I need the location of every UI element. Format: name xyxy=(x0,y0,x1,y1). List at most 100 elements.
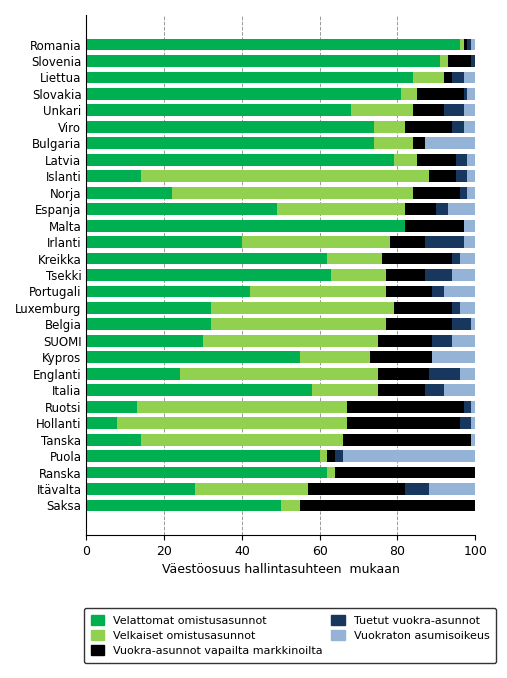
Bar xyxy=(463,39,467,50)
Bar xyxy=(467,39,472,50)
Bar xyxy=(448,55,472,67)
Bar xyxy=(86,236,242,248)
Bar xyxy=(312,384,378,396)
Bar xyxy=(86,72,413,83)
Bar xyxy=(401,88,417,100)
Bar xyxy=(405,121,452,133)
Bar xyxy=(463,72,475,83)
Bar xyxy=(425,236,463,248)
Bar xyxy=(428,170,456,182)
Bar xyxy=(378,384,425,396)
Bar xyxy=(374,138,413,149)
Bar xyxy=(413,186,460,199)
Bar xyxy=(444,285,475,298)
Bar xyxy=(86,351,300,363)
Bar xyxy=(452,72,463,83)
Bar xyxy=(472,401,475,413)
Bar xyxy=(432,285,444,298)
Bar xyxy=(472,319,475,330)
Bar xyxy=(472,434,475,445)
Bar xyxy=(452,319,472,330)
X-axis label: Väestöosuus hallintasuhteen  mukaan: Väestöosuus hallintasuhteen mukaan xyxy=(162,563,400,576)
Bar xyxy=(425,384,444,396)
Bar xyxy=(428,368,460,380)
Bar xyxy=(444,72,452,83)
Bar xyxy=(467,186,475,199)
Bar xyxy=(382,253,452,264)
Bar xyxy=(86,483,195,495)
Bar xyxy=(460,39,463,50)
Bar xyxy=(393,302,452,314)
Bar xyxy=(300,351,370,363)
Bar xyxy=(463,236,475,248)
Bar xyxy=(300,500,475,511)
Bar xyxy=(281,500,300,511)
Bar xyxy=(179,368,378,380)
Bar xyxy=(463,220,475,232)
Bar xyxy=(137,401,347,413)
Bar xyxy=(417,88,463,100)
Bar xyxy=(428,483,475,495)
Bar xyxy=(86,302,211,314)
Bar xyxy=(425,138,475,149)
Bar xyxy=(347,417,460,429)
Bar xyxy=(413,104,444,117)
Bar xyxy=(378,335,432,346)
Bar xyxy=(452,335,475,346)
Bar xyxy=(172,186,413,199)
Bar xyxy=(328,466,335,479)
Bar xyxy=(467,88,475,100)
Bar xyxy=(86,466,328,479)
Bar xyxy=(343,450,475,462)
Bar xyxy=(463,104,475,117)
Bar xyxy=(86,253,328,264)
Bar xyxy=(331,269,386,281)
Bar xyxy=(328,253,382,264)
Bar xyxy=(460,253,475,264)
Bar xyxy=(195,483,308,495)
Bar xyxy=(86,269,331,281)
Bar xyxy=(405,483,428,495)
Bar xyxy=(86,138,374,149)
Bar xyxy=(86,401,137,413)
Bar xyxy=(413,138,425,149)
Bar xyxy=(467,170,475,182)
Bar xyxy=(460,417,472,429)
Bar xyxy=(86,450,319,462)
Bar xyxy=(472,55,475,67)
Bar xyxy=(437,203,448,215)
Bar xyxy=(417,154,456,165)
Bar xyxy=(86,434,140,445)
Bar xyxy=(463,121,475,133)
Bar xyxy=(393,154,417,165)
Bar xyxy=(86,39,460,50)
Bar xyxy=(467,154,475,165)
Bar xyxy=(211,319,386,330)
Bar xyxy=(460,302,475,314)
Bar xyxy=(452,269,475,281)
Bar xyxy=(86,55,440,67)
Bar xyxy=(386,285,432,298)
Bar xyxy=(86,88,401,100)
Bar xyxy=(308,483,405,495)
Bar xyxy=(405,220,463,232)
Bar xyxy=(86,154,393,165)
Bar xyxy=(413,72,444,83)
Bar xyxy=(86,335,203,346)
Bar xyxy=(86,384,312,396)
Bar xyxy=(86,319,211,330)
Bar xyxy=(374,121,405,133)
Bar xyxy=(425,269,452,281)
Bar xyxy=(405,203,437,215)
Bar xyxy=(347,401,463,413)
Bar xyxy=(140,434,343,445)
Bar xyxy=(335,466,475,479)
Bar xyxy=(86,186,172,199)
Bar xyxy=(463,88,467,100)
Bar xyxy=(211,302,393,314)
Bar xyxy=(472,39,475,50)
Bar xyxy=(86,220,405,232)
Bar xyxy=(452,253,460,264)
Bar xyxy=(86,417,117,429)
Bar xyxy=(86,203,277,215)
